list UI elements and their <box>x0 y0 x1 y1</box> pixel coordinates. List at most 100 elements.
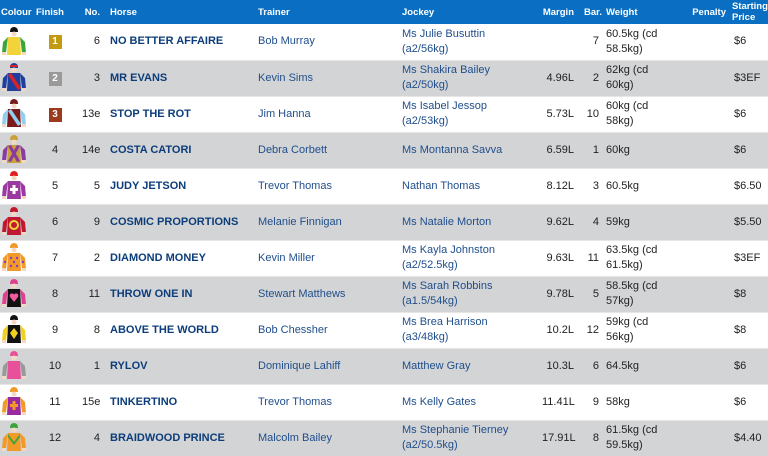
header-horse[interactable]: Horse <box>110 6 137 18</box>
finish-cell: 10 <box>32 347 78 384</box>
horse-link[interactable]: COSTA CATORI <box>104 131 254 168</box>
trainer-link[interactable]: Malcolm Bailey <box>254 419 398 456</box>
header-finish[interactable]: Finish <box>36 6 64 18</box>
jockey-link[interactable]: Ms Stephanie Tierney (a2/50.5kg) <box>398 419 538 456</box>
saddlecloth-number: 2 <box>78 239 104 276</box>
header-sp-line2: Price <box>732 12 756 23</box>
saddlecloth-number: 13e <box>78 95 104 132</box>
finish-position: 6 <box>51 215 59 228</box>
horse-link[interactable]: STOP THE ROT <box>104 95 254 132</box>
jockey-silk-icon <box>2 99 26 127</box>
jockey-silk-icon <box>2 171 26 199</box>
trainer-link[interactable]: Melanie Finnigan <box>254 203 398 240</box>
jockey-silk-icon <box>2 26 26 55</box>
saddlecloth-number: 8 <box>78 311 104 348</box>
table-row: 1 6 NO BETTER AFFAIRE Bob Murray Ms Juli… <box>0 24 768 60</box>
trainer-link[interactable]: Trevor Thomas <box>254 167 398 204</box>
horse-link[interactable]: BRAIDWOOD PRINCE <box>104 419 254 456</box>
table-row: 4 14e COSTA CATORI Debra Corbett Ms Mont… <box>0 131 768 168</box>
jockey-link[interactable]: Ms Montanna Savva <box>398 131 538 168</box>
barrier-value: 1 <box>578 131 602 168</box>
penalty-value <box>680 203 730 240</box>
jockey-link[interactable]: Ms Shakira Bailey (a2/50kg) <box>398 59 538 96</box>
trainer-link[interactable]: Trevor Thomas <box>254 383 398 420</box>
margin-value: 9.62L <box>538 203 578 240</box>
header-jockey[interactable]: Jockey <box>402 6 435 18</box>
weight-value: 58kg <box>602 383 680 420</box>
header-sp-line1: Starting <box>732 1 768 12</box>
saddlecloth-number: 6 <box>93 35 100 48</box>
trainer-link[interactable]: Jim Hanna <box>254 95 398 132</box>
finish-cell: 6 <box>32 203 78 240</box>
horse-link[interactable]: JUDY JETSON <box>104 167 254 204</box>
finish-cell: 12 <box>32 419 78 456</box>
trainer-link[interactable]: Debra Corbett <box>254 131 398 168</box>
finish-cell: 1 <box>32 24 78 60</box>
weight-value: 61.5kg (cd 59.5kg) <box>602 419 680 456</box>
jockey-link[interactable]: Matthew Gray <box>398 347 538 384</box>
saddlecloth-number: 15e <box>78 383 104 420</box>
barrier-value: 3 <box>578 167 602 204</box>
finish-badge-gold: 1 <box>48 35 62 50</box>
jockey-link[interactable]: Ms Julie Busuttin (a2/56kg) <box>402 27 486 55</box>
finish-badge-bronze: 3 <box>48 107 62 122</box>
horse-link[interactable]: MR EVANS <box>104 59 254 96</box>
jockey-link[interactable]: Ms Kayla Johnston (a2/52.5kg) <box>398 239 538 276</box>
jockey-link[interactable]: Ms Sarah Robbins (a1.5/54kg) <box>398 275 538 312</box>
trainer-link[interactable]: Stewart Matthews <box>254 275 398 312</box>
margin-value: 11.41L <box>538 383 578 420</box>
jockey-link[interactable]: Ms Natalie Morton <box>398 203 538 240</box>
weight-value: 60.5kg <box>602 167 680 204</box>
jockey-link[interactable]: Ms Isabel Jessop (a2/53kg) <box>398 95 538 132</box>
starting-price-value: $6 <box>730 383 768 420</box>
header-starting-price[interactable]: Starting Price <box>730 0 768 24</box>
jockey-link[interactable]: Ms Brea Harrison (a3/48kg) <box>398 311 538 348</box>
margin-value: 17.91L <box>538 419 578 456</box>
header-no[interactable]: No. <box>84 6 100 18</box>
header-weight[interactable]: Weight <box>606 6 638 18</box>
colour-cell <box>0 275 32 312</box>
penalty-value <box>680 311 730 348</box>
barrier-value: 2 <box>578 59 602 96</box>
finish-cell: 2 <box>32 59 78 96</box>
horse-link[interactable]: THROW ONE IN <box>104 275 254 312</box>
starting-price-value: $3EF <box>730 239 768 276</box>
weight-value: 59kg (cd 56kg) <box>602 311 680 348</box>
trainer-link[interactable]: Bob Chessher <box>254 311 398 348</box>
header-penalty[interactable]: Penalty <box>692 6 726 18</box>
jockey-link[interactable]: Nathan Thomas <box>398 167 538 204</box>
penalty-value <box>680 419 730 456</box>
jockey-silk-icon <box>2 315 26 343</box>
finish-cell: 7 <box>32 239 78 276</box>
header-bar[interactable]: Bar. <box>584 6 602 18</box>
finish-position: 11 <box>49 395 61 408</box>
horse-link[interactable]: NO BETTER AFFAIRE <box>110 35 224 48</box>
barrier-value: 5 <box>578 275 602 312</box>
horse-link[interactable]: COSMIC PROPORTIONS <box>104 203 254 240</box>
horse-link[interactable]: DIAMOND MONEY <box>104 239 254 276</box>
margin-value: 10.3L <box>538 347 578 384</box>
saddlecloth-number: 11 <box>78 275 104 312</box>
barrier-value: 12 <box>578 311 602 348</box>
penalty-value <box>680 275 730 312</box>
saddlecloth-number: 9 <box>78 203 104 240</box>
table-header-row: Colour Finish No. Horse Trainer Jockey M… <box>0 0 768 24</box>
colour-cell <box>0 383 32 420</box>
header-trainer[interactable]: Trainer <box>258 6 290 18</box>
trainer-link[interactable]: Kevin Sims <box>254 59 398 96</box>
horse-link[interactable]: RYLOV <box>104 347 254 384</box>
barrier-value: 4 <box>578 203 602 240</box>
header-margin[interactable]: Margin <box>542 6 574 18</box>
horse-link[interactable]: ABOVE THE WORLD <box>104 311 254 348</box>
saddlecloth-number: 4 <box>78 419 104 456</box>
margin-value: 4.96L <box>538 59 578 96</box>
starting-price-value: $3EF <box>730 59 768 96</box>
colour-cell <box>0 203 32 240</box>
jockey-link[interactable]: Ms Kelly Gates <box>398 383 538 420</box>
horse-link[interactable]: TINKERTINO <box>104 383 254 420</box>
trainer-link[interactable]: Bob Murray <box>258 35 315 48</box>
margin-value: 5.73L <box>538 95 578 132</box>
trainer-link[interactable]: Kevin Miller <box>254 239 398 276</box>
trainer-link[interactable]: Dominique Lahiff <box>254 347 398 384</box>
starting-price-value: $6 <box>730 131 768 168</box>
